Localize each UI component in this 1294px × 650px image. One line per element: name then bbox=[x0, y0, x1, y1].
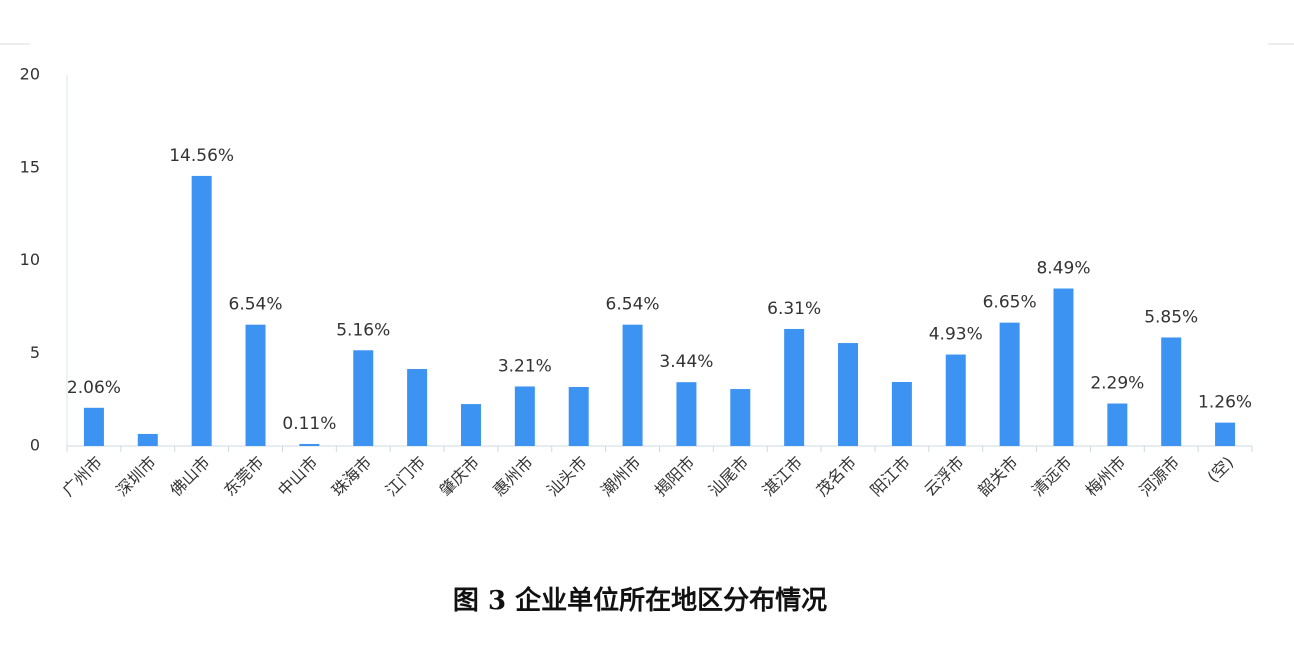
bar bbox=[568, 387, 589, 446]
chart-title: 图 3 企业单位所在地区分布情况 bbox=[453, 585, 827, 616]
y-tick-label: 0 bbox=[30, 436, 40, 455]
y-tick-label: 10 bbox=[20, 250, 40, 269]
data-label: 3.21% bbox=[498, 356, 552, 376]
bar bbox=[891, 382, 912, 446]
data-label: 8.49% bbox=[1036, 259, 1090, 279]
bar bbox=[407, 369, 428, 446]
bar bbox=[676, 382, 697, 446]
bar bbox=[730, 389, 751, 446]
x-tick-label: 东莞市 bbox=[220, 453, 267, 500]
bar bbox=[514, 386, 535, 446]
y-tick-label: 20 bbox=[20, 65, 40, 84]
x-tick-label: 清远市 bbox=[1028, 453, 1075, 500]
data-label: 5.85% bbox=[1144, 307, 1198, 327]
x-tick-label: 中山市 bbox=[274, 453, 321, 500]
bar bbox=[1053, 288, 1074, 446]
x-tick-label: 揭阳市 bbox=[651, 453, 698, 500]
data-label: 6.54% bbox=[229, 295, 283, 315]
bar bbox=[999, 322, 1020, 446]
bar bbox=[1107, 403, 1128, 446]
data-label: 14.56% bbox=[169, 146, 234, 166]
x-tick-label: 河源市 bbox=[1136, 453, 1183, 500]
data-label: 0.11% bbox=[282, 414, 336, 434]
y-tick-label: 15 bbox=[20, 157, 40, 176]
bar bbox=[622, 324, 643, 446]
x-tick-label: 广州市 bbox=[59, 453, 106, 500]
bar bbox=[245, 324, 266, 446]
bar bbox=[945, 354, 966, 446]
x-tick-label: 江门市 bbox=[382, 453, 429, 500]
x-tick-label: 珠海市 bbox=[328, 453, 375, 500]
bar bbox=[1161, 337, 1182, 446]
data-label: 6.65% bbox=[983, 293, 1037, 313]
x-tick-label: (空) bbox=[1203, 453, 1237, 487]
x-tick-label: 阳江市 bbox=[867, 453, 914, 500]
x-tick-label: 佛山市 bbox=[166, 453, 213, 500]
data-label: 5.16% bbox=[336, 320, 390, 340]
data-label: 3.44% bbox=[659, 352, 713, 372]
bar bbox=[137, 433, 158, 446]
x-tick-label: 惠州市 bbox=[489, 453, 536, 500]
x-tick-label: 肇庆市 bbox=[436, 453, 483, 500]
data-label: 6.54% bbox=[606, 295, 660, 315]
x-tick-label: 汕尾市 bbox=[705, 453, 752, 500]
bar bbox=[460, 404, 481, 446]
x-tick-label: 汕头市 bbox=[543, 453, 590, 500]
bar bbox=[784, 328, 805, 446]
bar bbox=[1215, 422, 1236, 446]
data-label: 2.29% bbox=[1090, 374, 1144, 394]
data-label: 6.31% bbox=[767, 299, 821, 319]
bar bbox=[353, 350, 374, 446]
x-tick-label: 深圳市 bbox=[112, 453, 159, 500]
x-tick-label: 湛江市 bbox=[759, 453, 806, 500]
x-tick-label: 茂名市 bbox=[813, 453, 860, 500]
y-tick-label: 5 bbox=[30, 343, 40, 362]
x-tick-label: 韶关市 bbox=[974, 453, 1021, 500]
x-tick-label: 梅州市 bbox=[1082, 453, 1129, 500]
x-tick-label: 云浮市 bbox=[920, 453, 967, 500]
x-tick-label: 潮州市 bbox=[597, 453, 644, 500]
bar bbox=[83, 407, 104, 446]
bar bbox=[191, 175, 212, 447]
bar bbox=[299, 443, 320, 446]
bar bbox=[838, 343, 859, 446]
data-label: 4.93% bbox=[929, 325, 983, 345]
data-label: 2.06% bbox=[67, 378, 121, 398]
data-label: 1.26% bbox=[1198, 393, 1252, 413]
